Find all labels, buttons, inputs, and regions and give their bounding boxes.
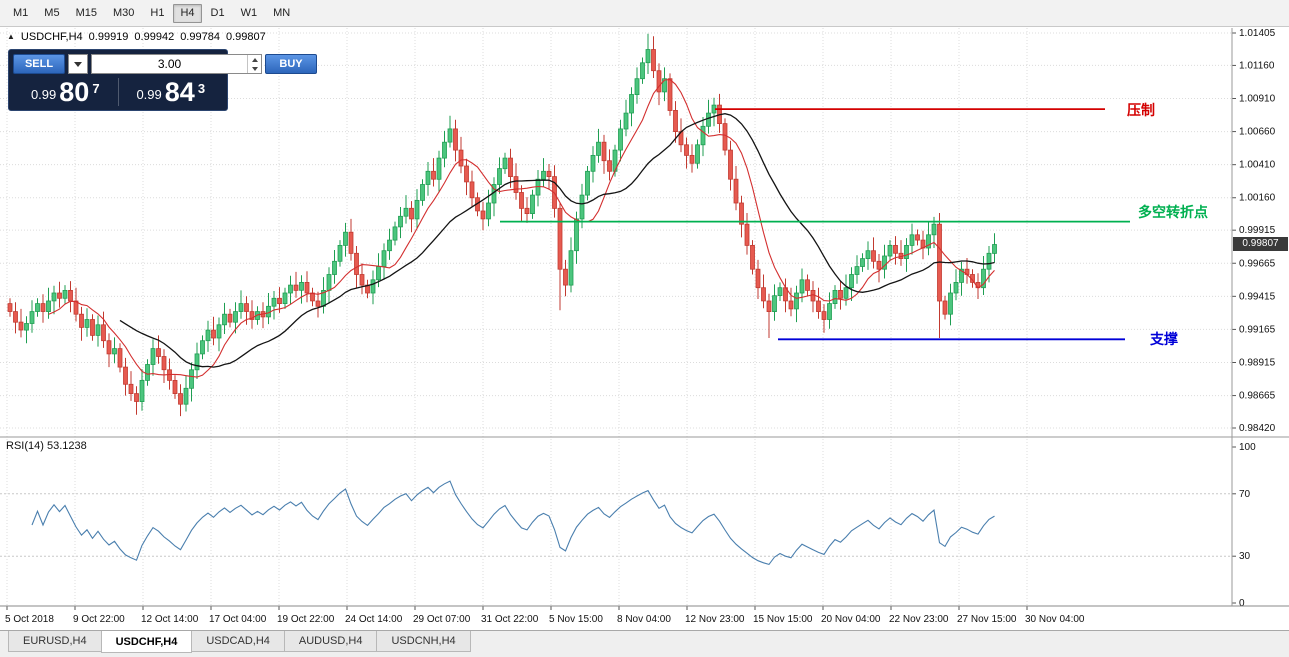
support-label[interactable]: 支撑: [1150, 331, 1178, 347]
rsi-axis-label: 0: [1239, 598, 1245, 609]
buy-price-prefix: 0.99: [136, 86, 162, 102]
pivot-label[interactable]: 多空转折点: [1138, 204, 1208, 220]
rsi-axis-label: 30: [1239, 551, 1251, 562]
time-axis-label: 29 Oct 07:00: [413, 614, 471, 625]
tab-usdchf-h4[interactable]: USDCHF,H4: [100, 631, 193, 653]
price-axis-label: 1.00660: [1239, 127, 1276, 138]
timeframe-d1[interactable]: D1: [210, 6, 225, 19]
buy-button[interactable]: BUY: [265, 54, 317, 74]
price-axis-label: 0.99165: [1239, 324, 1276, 335]
ma-slow-line[interactable]: [119, 113, 995, 368]
time-axis-label: 12 Nov 23:00: [685, 614, 745, 625]
buy-price-pip: 3: [197, 81, 206, 96]
time-axis-label: 19 Oct 22:00: [277, 614, 335, 625]
price-axis-label: 1.00410: [1239, 160, 1276, 171]
candles[interactable]: [7, 33, 997, 417]
buy-price-big: 84: [164, 77, 195, 107]
chart-title: ▲ USDCHF,H4 0.99919 0.99942 0.99784 0.99…: [7, 31, 266, 43]
chevron-down-icon: [74, 61, 82, 67]
timeframe-w1[interactable]: W1: [240, 6, 258, 19]
tab-eurusd-h4[interactable]: EURUSD,H4: [8, 631, 102, 652]
time-axis-label: 5 Nov 15:00: [549, 614, 603, 625]
sell-button[interactable]: SELL: [13, 54, 65, 74]
chart-region[interactable]: 5 Oct 2018 9 Oct 22:00 12 Oct 14:00 17 Oct …: [0, 28, 1289, 630]
volume-up-button[interactable]: [248, 55, 261, 64]
time-axis-label: 15 Nov 15:00: [753, 614, 813, 625]
triangle-up-icon: [251, 57, 258, 62]
time-axis-label: 8 Nov 04:00: [617, 614, 671, 625]
timeframe-m5[interactable]: M5: [44, 6, 60, 19]
triangle-down-icon: [251, 66, 258, 71]
order-type-dropdown[interactable]: [68, 54, 88, 74]
sell-price-big: 80: [59, 77, 90, 107]
chart-symbol: USDCHF,H4: [20, 31, 83, 43]
current-price-badge: 0.99807: [1233, 237, 1288, 251]
time-axis-label: 5 Oct 2018: [5, 614, 54, 625]
time-axis-label: 20 Nov 04:00: [821, 614, 881, 625]
time-axis-label: 22 Nov 23:00: [889, 614, 949, 625]
tab-usdcad-h4[interactable]: USDCAD,H4: [191, 631, 285, 652]
rsi-axis-label: 70: [1239, 489, 1251, 500]
time-axis-label: 31 Oct 22:00: [481, 614, 539, 625]
price-axis-label: 1.00910: [1239, 94, 1276, 105]
price-axis-label: 0.99665: [1239, 258, 1276, 269]
price-axis-label: 0.98665: [1239, 391, 1276, 402]
price-axis-label: 0.99415: [1239, 291, 1276, 302]
price-axis-label: 1.00160: [1239, 193, 1276, 204]
time-axis-label: 9 Oct 22:00: [73, 614, 125, 625]
chart-high: 0.99942: [134, 31, 175, 43]
volume-down-button[interactable]: [248, 64, 261, 73]
sell-price-pip: 7: [92, 81, 100, 96]
sell-price-display[interactable]: 0.99 80 7: [13, 78, 119, 106]
chart-close: 0.99807: [225, 31, 266, 43]
time-axis-label: 27 Nov 15:00: [957, 614, 1017, 625]
buy-price-display[interactable]: 0.99 84 3: [119, 78, 224, 106]
volume-stepper: [247, 55, 261, 73]
price-axis-label: 0.98420: [1239, 423, 1276, 434]
ma-fast-line[interactable]: [48, 79, 995, 378]
tab-usdcnh-h4[interactable]: USDCNH,H4: [376, 631, 471, 652]
time-axis-label: 12 Oct 14:00: [141, 614, 199, 625]
price-axis-label: 0.98915: [1239, 357, 1276, 368]
chart-low: 0.99784: [180, 31, 220, 43]
timeframe-m1[interactable]: M1: [13, 6, 29, 19]
price-axis-label: 0.99915: [1239, 225, 1276, 236]
chart-canvas[interactable]: 5 Oct 2018 9 Oct 22:00 12 Oct 14:00 17 Oct …: [0, 28, 1289, 630]
price-axis-label: 1.01405: [1239, 28, 1276, 39]
time-axis-label: 24 Oct 14:00: [345, 614, 403, 625]
symbol-tab-bar: EURUSD,H4 USDCHF,H4 USDCAD,H4 AUDUSD,H4 USDC…: [0, 630, 1289, 657]
chart-open: 0.99919: [88, 31, 129, 43]
one-click-collapse-icon[interactable]: ▲: [7, 32, 15, 41]
timeframe-h1[interactable]: H1: [150, 6, 165, 19]
rsi-indicator-label: RSI(14) 53.1238: [6, 440, 87, 452]
timeframe-toolbar: M1 M5 M15 M30 H1 H4 D1 W1 MN: [0, 0, 1289, 27]
timeframe-mn[interactable]: MN: [273, 6, 291, 19]
timeframe-m30[interactable]: M30: [112, 6, 135, 19]
sell-price-prefix: 0.99: [30, 86, 57, 102]
price-axis-label: 1.01160: [1239, 60, 1275, 71]
timeframe-h4[interactable]: H4: [173, 3, 202, 23]
time-axis-label: 17 Oct 04:00: [209, 614, 267, 625]
rsi-axis-label: 100: [1239, 442, 1256, 453]
resistance-label[interactable]: 压制: [1127, 102, 1155, 118]
tab-audusd-h4[interactable]: AUDUSD,H4: [283, 631, 378, 652]
rsi-line[interactable]: [31, 480, 995, 566]
time-axis-label: 30 Nov 04:00: [1025, 614, 1085, 625]
timeframe-m15[interactable]: M15: [75, 6, 97, 19]
one-click-trading-panel: SELL BUY 0.99 80 7: [8, 49, 317, 111]
volume-input[interactable]: [92, 55, 247, 73]
